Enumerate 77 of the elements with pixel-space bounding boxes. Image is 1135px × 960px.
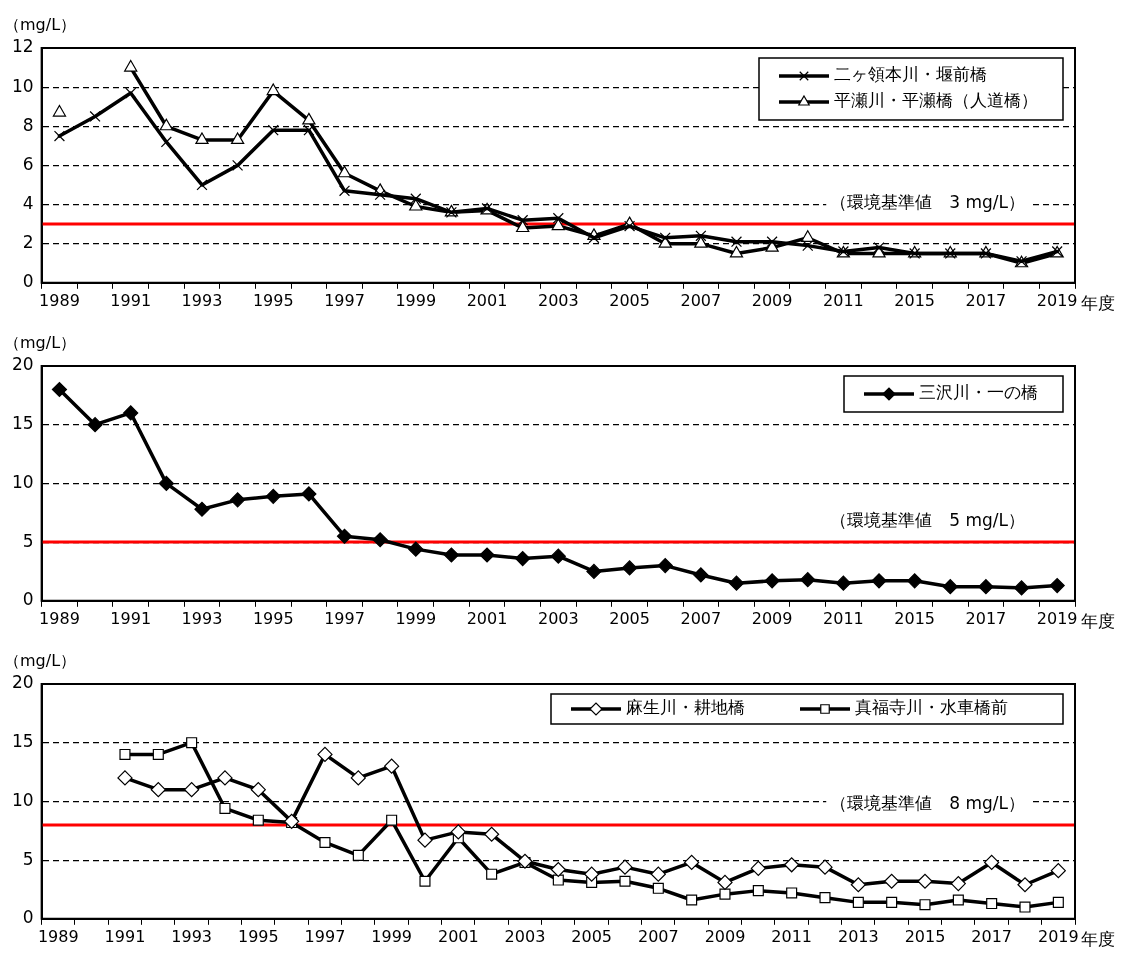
x-tick-label: 1989 <box>39 608 80 628</box>
x-tick-label: 2005 <box>609 290 650 310</box>
x-axis-title: 年度 <box>1081 929 1115 950</box>
x-tick-label: 1993 <box>171 926 212 946</box>
y-axis-title: （mg/L） <box>4 333 77 353</box>
y-tick-label: 10 <box>11 75 34 96</box>
x-tick-label: 2019 <box>1036 290 1078 310</box>
y-tick-label: 10 <box>11 789 34 810</box>
x-tick-label: 2017 <box>971 926 1013 946</box>
legend-label: 真福寺川・水車橋前 <box>855 697 1008 718</box>
x-tick-label: 2007 <box>680 290 722 310</box>
x-tick-label: 1989 <box>39 290 80 310</box>
y-tick-label: 6 <box>22 153 34 174</box>
y-tick-label: 0 <box>22 907 34 928</box>
y-tick-label: 10 <box>11 471 34 492</box>
x-tick-label: 1993 <box>181 608 223 628</box>
x-tick-label: 1997 <box>324 290 365 310</box>
y-tick-label: 0 <box>22 589 34 610</box>
y-axis-title: （mg/L） <box>4 15 77 35</box>
x-tick-label: 2009 <box>751 608 793 628</box>
x-tick-label: 2019 <box>1037 926 1079 946</box>
x-tick-label: 2005 <box>609 608 650 628</box>
x-tick-label: 2019 <box>1036 608 1078 628</box>
x-tick-label: 2011 <box>823 608 864 628</box>
y-tick-label: 20 <box>11 354 34 375</box>
x-tick-label: 1991 <box>110 608 152 628</box>
y-tick-label: 8 <box>22 114 34 135</box>
x-tick-label: 2017 <box>965 290 1007 310</box>
x-tick-label: 2015 <box>904 926 946 946</box>
x-tick-label: 1999 <box>371 926 412 946</box>
legend-label: 平瀬川・平瀬橋（人道橋） <box>834 90 1038 111</box>
y-tick-label: 4 <box>22 192 34 213</box>
y-tick-label: 15 <box>11 413 34 434</box>
x-tick-label: 2017 <box>965 608 1007 628</box>
x-tick-label: 1993 <box>181 290 223 310</box>
x-tick-label: 2003 <box>504 926 546 946</box>
x-tick-label: 1995 <box>252 608 294 628</box>
ref-line-label: （環境基準値 3 mg/L） <box>830 192 1025 213</box>
x-tick-label: 2015 <box>894 290 936 310</box>
legend-label: 二ヶ領本川・堰前橋 <box>834 64 987 85</box>
x-tick-label: 1999 <box>395 290 437 310</box>
x-tick-label: 1997 <box>324 608 365 628</box>
x-tick-label: 1995 <box>252 290 294 310</box>
x-tick-label: 2009 <box>751 290 793 310</box>
legend-label: 三沢川・一の橋 <box>919 382 1038 403</box>
x-axis-title: 年度 <box>1081 293 1115 314</box>
x-tick-label: 2007 <box>637 926 679 946</box>
y-tick-label: 5 <box>22 530 34 551</box>
x-tick-label: 1999 <box>395 608 437 628</box>
x-tick-label: 2009 <box>704 926 746 946</box>
x-tick-label: 2003 <box>537 290 579 310</box>
x-tick-label: 2007 <box>680 608 722 628</box>
y-axis-title: （mg/L） <box>4 651 77 671</box>
x-tick-label: 1989 <box>37 926 79 946</box>
x-tick-label: 2001 <box>466 290 508 310</box>
y-tick-label: 20 <box>11 672 34 693</box>
x-tick-label: 2013 <box>837 926 879 946</box>
y-tick-label: 5 <box>22 848 34 869</box>
x-tick-label: 2011 <box>823 290 864 310</box>
y-tick-label: 2 <box>22 232 34 253</box>
x-tick-label: 2003 <box>537 608 579 628</box>
x-tick-label: 2001 <box>466 608 508 628</box>
x-tick-label: 2005 <box>571 926 613 946</box>
ref-line-label: （環境基準値 8 mg/L） <box>830 792 1025 813</box>
x-tick-label: 1991 <box>110 290 152 310</box>
x-tick-label: 2015 <box>894 608 936 628</box>
x-tick-label: 2011 <box>771 926 813 946</box>
x-axis-title: 年度 <box>1081 611 1115 632</box>
x-tick-label: 2001 <box>437 926 479 946</box>
x-tick-label: 1997 <box>304 926 346 946</box>
x-tick-label: 1991 <box>104 926 146 946</box>
y-tick-label: 15 <box>11 731 34 752</box>
ref-line-label: （環境基準値 5 mg/L） <box>830 510 1025 531</box>
y-tick-label: 12 <box>11 36 34 57</box>
y-tick-label: 0 <box>22 271 34 292</box>
x-tick-label: 1995 <box>237 926 279 946</box>
legend-label: 麻生川・耕地橋 <box>626 697 745 718</box>
